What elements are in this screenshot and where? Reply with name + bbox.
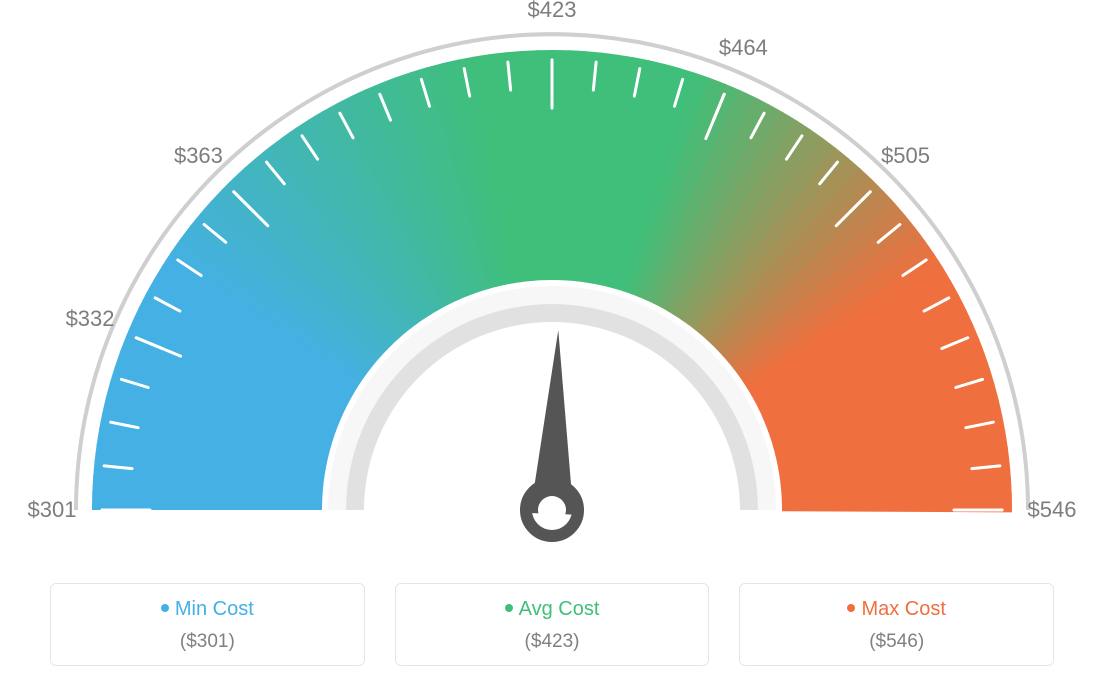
legend-avg-dot [505,604,513,612]
legend-min-dot [161,604,169,612]
gauge-tick-label: $363 [174,143,223,169]
gauge-tick-label: $301 [28,497,77,523]
legend-avg-title: Avg Cost [406,598,699,621]
cost-gauge-container: $301 $332 $363 $423 $464 $505 $546 Min Cost ($… [0,0,1104,690]
gauge-chart: $301 $332 $363 $423 $464 $505 $546 [0,0,1104,560]
legend-min-value: ($301) [61,631,354,653]
legend-avg-value: ($423) [406,631,699,653]
legend-max: Max Cost ($546) [739,583,1054,666]
legend-max-title: Max Cost [750,598,1043,621]
gauge-tick-label: $464 [719,35,768,61]
legend-max-dot [847,604,855,612]
legend-max-label: Max Cost [861,598,945,620]
gauge-tick-label: $505 [881,143,930,169]
legend-min-label: Min Cost [175,598,254,620]
legend-avg: Avg Cost ($423) [395,583,710,666]
gauge-tick-label: $546 [1028,497,1077,523]
gauge-tick-label: $423 [528,0,577,23]
legend-min: Min Cost ($301) [50,583,365,666]
legend-max-value: ($546) [750,631,1043,653]
legend-row: Min Cost ($301) Avg Cost ($423) Max Cost… [50,583,1054,666]
legend-min-title: Min Cost [61,598,354,621]
legend-avg-label: Avg Cost [519,598,600,620]
gauge-tick-label: $332 [66,306,115,332]
